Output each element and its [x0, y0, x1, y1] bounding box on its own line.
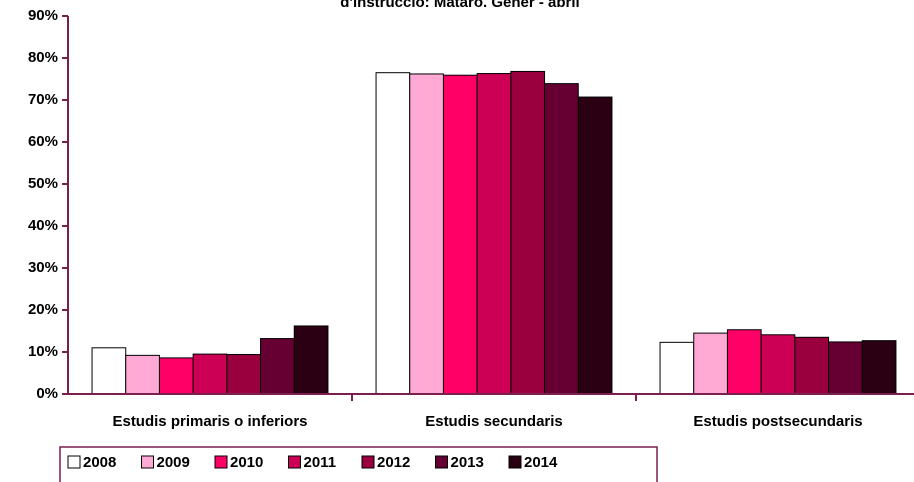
legend-label: 2010 [230, 454, 263, 471]
bar [192, 353, 228, 395]
legend-label: 2008 [83, 454, 116, 471]
y-tick-label: 0% [36, 385, 58, 402]
y-tick-label: 10% [28, 343, 58, 360]
bar [760, 334, 796, 395]
chart-title: d'instrucció: Mataró. Gener - abril [340, 0, 579, 11]
bar [510, 70, 546, 395]
bar [476, 73, 512, 395]
legend-label: 2009 [157, 454, 190, 471]
x-tick-label: Estudis postsecundaris [693, 413, 862, 430]
legend-swatch [508, 455, 522, 469]
bar [861, 340, 897, 395]
bar [794, 336, 830, 395]
bar [442, 74, 478, 395]
y-tick-label: 30% [28, 259, 58, 276]
bar [375, 72, 411, 395]
legend-label: 2014 [524, 454, 558, 471]
legend-label: 2011 [304, 454, 337, 471]
x-tick-label: Estudis primaris o inferiors [112, 413, 307, 430]
legend-swatch [288, 455, 301, 469]
bar [659, 341, 695, 395]
legend-swatch [361, 455, 375, 469]
y-tick-label: 50% [28, 175, 58, 192]
y-tick-label: 80% [28, 49, 58, 66]
bar [158, 357, 194, 395]
y-tick-label: 70% [28, 91, 58, 108]
legend-swatch [141, 455, 154, 469]
legend-label: 2012 [377, 454, 410, 471]
bar [91, 347, 127, 395]
bar [125, 354, 160, 395]
y-tick-label: 40% [28, 217, 58, 234]
bar [260, 338, 295, 395]
bar [226, 354, 262, 395]
bar [577, 96, 613, 395]
bar [409, 73, 444, 395]
legend-swatch [435, 455, 448, 469]
bar [828, 341, 863, 395]
legend-box [59, 446, 658, 482]
y-tick-label: 20% [28, 301, 58, 318]
legend-swatch [214, 455, 228, 469]
x-tick-label: Estudis secundaris [425, 413, 563, 430]
legend-swatch [67, 455, 81, 469]
y-tick-label: 60% [28, 133, 58, 150]
bar [726, 329, 762, 395]
y-tick-label: 90% [28, 7, 58, 24]
legend-label: 2013 [451, 454, 484, 471]
bar [693, 332, 728, 395]
bar [293, 325, 329, 395]
bar [544, 83, 579, 395]
